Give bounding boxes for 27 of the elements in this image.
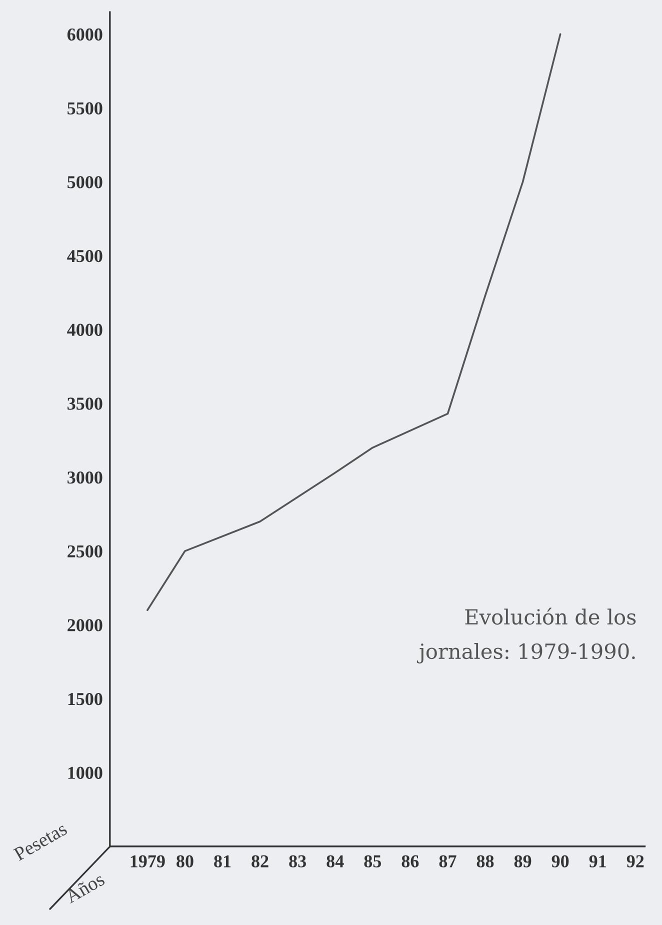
- y-tick-label: 6000: [67, 28, 102, 41]
- x-tick-label: 80: [176, 855, 194, 868]
- y-tick-label: 5500: [68, 102, 102, 114]
- y-tick-label: 4000: [67, 324, 102, 336]
- y-tick-label: 2500: [68, 545, 102, 558]
- y-tick-label: 1500: [68, 692, 102, 706]
- y-tick-label: 4500: [67, 250, 102, 262]
- x-tick-label: 85: [364, 855, 382, 868]
- x-tick-label: 89: [514, 855, 532, 868]
- x-tick-label: 82: [252, 855, 268, 868]
- y-tick-label: 1000: [68, 766, 102, 779]
- x-tick-label: 91: [589, 855, 606, 868]
- x-tick-label: 86: [402, 855, 419, 868]
- x-tick-label: 1979: [130, 855, 165, 868]
- x-tick-label: 90: [552, 855, 569, 868]
- x-tick-label: 92: [626, 855, 644, 868]
- annotation: Evolución de los jornales: 1979-1990.: [416, 608, 636, 664]
- x-tick-label: 88: [476, 855, 494, 868]
- x-tick-label: 84: [326, 855, 344, 868]
- y-tick-label: 2000: [68, 619, 102, 632]
- x-axis-title: Años: [64, 872, 106, 904]
- x-tick-label: 81: [214, 855, 231, 868]
- y-tick-label: 5000: [68, 176, 102, 188]
- y-tick-label: 3000: [68, 471, 102, 484]
- x-tick-label: 83: [289, 855, 306, 868]
- x-tick-label: 87: [439, 855, 456, 868]
- y-tick-label: 3500: [68, 398, 102, 410]
